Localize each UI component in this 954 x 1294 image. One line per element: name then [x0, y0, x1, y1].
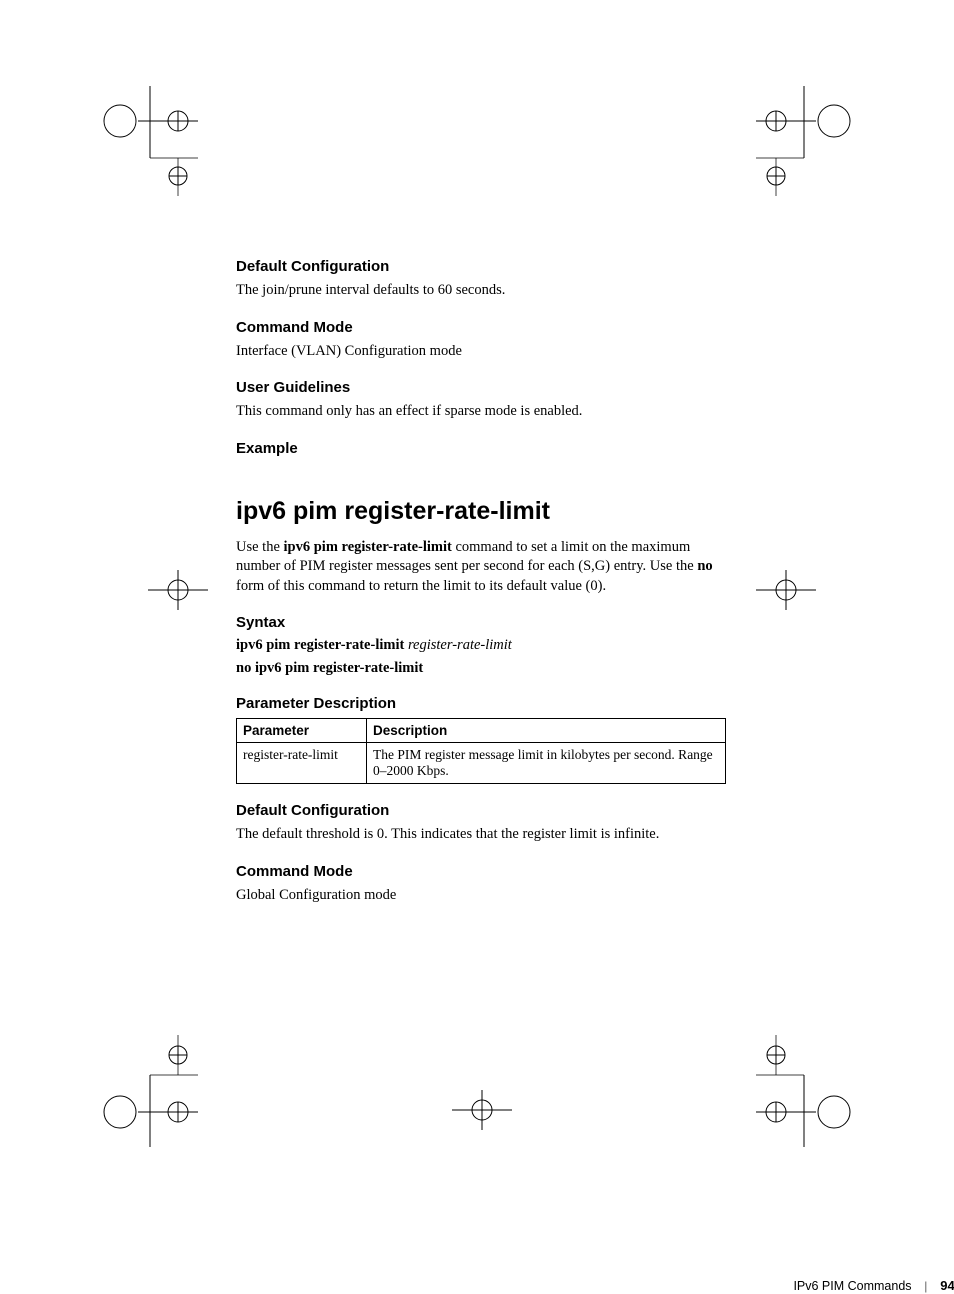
crop-mark-right-mid	[756, 570, 816, 610]
command-title: ipv6 pim register-rate-limit	[236, 497, 726, 526]
body-default-config-1: The join/prune interval defaults to 60 s…	[236, 281, 726, 301]
crop-mark-top-left	[98, 86, 198, 206]
crop-mark-bottom-left	[98, 1035, 198, 1155]
th-parameter: Parameter	[237, 719, 367, 743]
crop-mark-bottom-mid	[452, 1090, 512, 1130]
page-footer: IPv6 PIM Commands | 945	[236, 1278, 954, 1294]
intro-prefix: Use the	[236, 539, 284, 555]
intro-bold2: no	[697, 558, 712, 574]
syntax-line-2: no ipv6 pim register-rate-limit	[236, 660, 726, 677]
footer-label: IPv6 PIM Commands	[793, 1279, 911, 1293]
th-description: Description	[367, 719, 726, 743]
crop-mark-left-mid	[148, 570, 208, 610]
heading-parameter-description: Parameter Description	[236, 695, 726, 712]
intro-bold1: ipv6 pim register-rate-limit	[284, 539, 452, 555]
heading-syntax: Syntax	[236, 614, 726, 631]
heading-user-guidelines: User Guidelines	[236, 379, 726, 396]
td-parameter: register-rate-limit	[237, 743, 367, 784]
intro-suffix: form of this command to return the limit…	[236, 578, 606, 594]
syntax1-bold: ipv6 pim register-rate-limit	[236, 637, 404, 653]
syntax1-italic: register-rate-limit	[408, 637, 512, 653]
table-row: register-rate-limit The PIM register mes…	[237, 743, 726, 784]
body-user-guidelines: This command only has an effect if spars…	[236, 402, 726, 422]
table-header-row: Parameter Description	[237, 719, 726, 743]
footer-separator: |	[925, 1279, 928, 1293]
footer-page-number: 945	[940, 1278, 954, 1293]
heading-command-mode-1: Command Mode	[236, 319, 726, 336]
heading-command-mode-2: Command Mode	[236, 863, 726, 880]
body-command-mode-2: Global Configuration mode	[236, 886, 726, 906]
command-intro: Use the ipv6 pim register-rate-limit com…	[236, 538, 726, 597]
parameter-table: Parameter Description register-rate-limi…	[236, 718, 726, 784]
body-default-config-2: The default threshold is 0. This indicat…	[236, 825, 726, 845]
page-content: Default Configuration The join/prune int…	[236, 258, 726, 924]
crop-mark-bottom-right	[756, 1035, 856, 1155]
td-description: The PIM register message limit in kiloby…	[367, 743, 726, 784]
crop-mark-top-right	[756, 86, 856, 206]
syntax-line-1: ipv6 pim register-rate-limit register-ra…	[236, 637, 726, 654]
heading-default-config-1: Default Configuration	[236, 258, 726, 275]
heading-default-config-2: Default Configuration	[236, 802, 726, 819]
body-command-mode-1: Interface (VLAN) Configuration mode	[236, 342, 726, 362]
heading-example: Example	[236, 440, 726, 457]
syntax2-bold: no ipv6 pim register-rate-limit	[236, 660, 423, 676]
